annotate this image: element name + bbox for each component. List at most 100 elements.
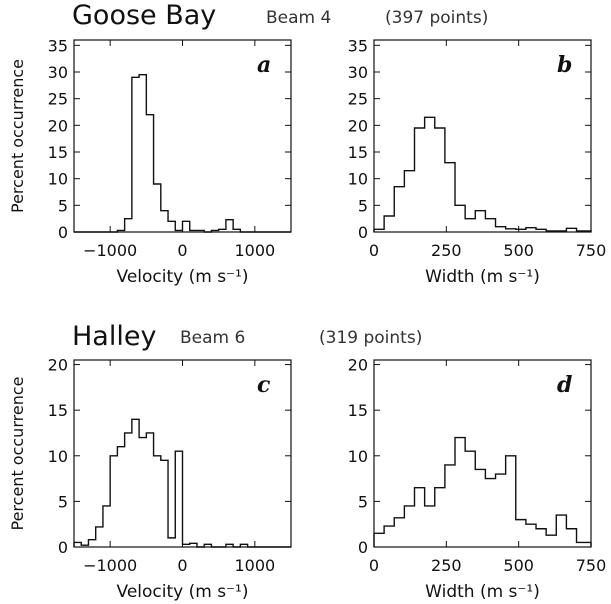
histogram-bin <box>435 488 445 547</box>
y-tick-label: 15 <box>48 401 68 420</box>
histogram-bin <box>233 229 240 232</box>
histogram-bin <box>197 230 204 232</box>
histogram-outline <box>373 116 592 232</box>
x-tick-label: 250 <box>431 556 462 575</box>
x-tick-label: 1000 <box>234 241 275 260</box>
x-tick-label: −1000 <box>83 241 137 260</box>
x-axis-label: Width (m s⁻¹) <box>425 582 540 602</box>
histogram-outline <box>73 418 291 548</box>
histogram-bin <box>96 527 103 547</box>
x-tick-label: 500 <box>503 241 534 260</box>
histogram-bin <box>132 77 139 232</box>
y-tick-label: 20 <box>348 116 368 135</box>
histogram-bin <box>536 529 546 547</box>
x-tick-label: 0 <box>369 556 379 575</box>
histogram-bin <box>536 229 546 232</box>
station-name: Halley <box>72 321 157 352</box>
histogram-bin <box>394 518 404 547</box>
histogram-bin <box>161 211 168 232</box>
x-tick-label: 750 <box>576 556 607 575</box>
y-tick-label: 15 <box>348 143 368 162</box>
y-tick-label: 20 <box>48 356 68 375</box>
histogram-bin <box>240 544 247 547</box>
histogram-bin <box>175 451 182 547</box>
histogram-bin <box>404 171 414 232</box>
y-tick-label: 15 <box>48 143 68 162</box>
histogram-bin <box>219 229 226 232</box>
histogram-bin <box>146 115 153 232</box>
x-tick-label: 0 <box>177 556 187 575</box>
beam-label: Beam 6 <box>180 328 246 348</box>
histogram-bin <box>154 184 161 232</box>
histogram-outline <box>74 73 291 233</box>
y-tick-label: 25 <box>348 90 368 109</box>
panel-label: b <box>557 52 572 78</box>
histogram-panel-b: 0 5 10 15 20 25 30 35 0 250 500 750 Width (m s⁻¹) b <box>348 36 607 287</box>
histogram-bin <box>577 231 591 232</box>
histogram-bin <box>168 538 175 547</box>
histogram-bin <box>485 219 495 232</box>
histogram-bin <box>384 526 394 547</box>
x-tick-label: 0 <box>177 241 187 260</box>
histogram-bin <box>103 506 110 547</box>
x-axis-label: Velocity (m s⁻¹) <box>117 267 249 287</box>
histogram-outline <box>373 436 592 547</box>
histogram-bin <box>190 230 197 232</box>
histogram-bin <box>139 75 146 232</box>
histogram-bin <box>415 128 425 232</box>
y-tick-label: 0 <box>58 538 68 557</box>
histogram-bin <box>496 227 506 232</box>
histogram-bin <box>516 229 526 232</box>
histogram-bin <box>374 533 384 547</box>
histogram-bin <box>110 456 117 547</box>
histogram-bin <box>183 544 190 547</box>
x-tick-label: 0 <box>369 241 379 260</box>
x-axis-label: Width (m s⁻¹) <box>425 267 540 287</box>
points-count: (397 points) <box>385 8 489 28</box>
x-axis-label: Velocity (m s⁻¹) <box>117 582 249 602</box>
histogram-bin <box>455 438 465 547</box>
histogram-bin <box>425 506 435 547</box>
y-tick-label: 5 <box>58 196 68 215</box>
histogram-bin <box>445 465 455 547</box>
histogram-bin <box>566 529 576 547</box>
plot-frame <box>373 39 592 233</box>
histogram-bin <box>183 221 190 232</box>
histogram-bin <box>425 117 435 232</box>
x-tick-label: 750 <box>576 241 607 260</box>
y-tick-label: 10 <box>348 170 368 189</box>
y-tick-label: 5 <box>358 492 368 511</box>
histogram-bin <box>168 221 175 232</box>
y-tick-label: 0 <box>358 538 368 557</box>
histogram-bin <box>404 506 414 547</box>
y-tick-label: 5 <box>58 492 68 511</box>
x-tick-label: 500 <box>503 556 534 575</box>
histogram-bin <box>465 219 475 232</box>
y-tick-label: 35 <box>348 36 368 55</box>
points-count: (319 points) <box>319 328 423 348</box>
y-tick-label: 0 <box>358 223 368 242</box>
y-tick-label: 5 <box>358 196 368 215</box>
plot-frame <box>373 359 592 548</box>
histogram-bin <box>556 231 566 232</box>
histogram-bin <box>506 229 516 232</box>
y-axis-label: Percent occurrence <box>8 377 27 531</box>
histogram-bin <box>394 187 404 232</box>
y-tick-label: 20 <box>48 116 68 135</box>
histogram-bin <box>154 456 161 547</box>
histogram-bin <box>81 545 88 547</box>
histogram-bin <box>125 219 132 232</box>
histogram-bin <box>204 544 211 547</box>
histogram-bin <box>546 535 556 547</box>
histogram-bin <box>546 231 556 232</box>
y-tick-label: 10 <box>48 170 68 189</box>
histogram-panel-d: 0 5 10 15 20 0 250 500 750 Width (m s⁻¹) d <box>348 356 607 602</box>
y-tick-label: 30 <box>348 63 368 82</box>
histogram-bin <box>117 447 124 547</box>
y-tick-label: 25 <box>48 90 68 109</box>
histogram-bin <box>475 469 485 547</box>
histogram-bin <box>435 128 445 232</box>
histogram-bin <box>566 228 576 232</box>
histogram-bin <box>226 220 233 232</box>
